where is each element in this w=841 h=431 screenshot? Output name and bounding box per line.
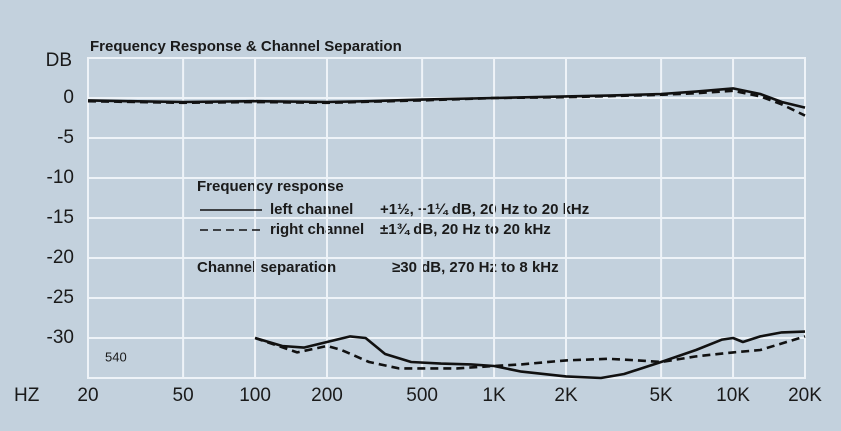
x-tick-label: 100 [239,385,271,406]
y-tick-label: -5 [57,127,74,148]
y-tick-label: -15 [47,207,74,228]
y-tick-label: -10 [47,167,74,188]
y-tick-label: 0 [63,87,74,108]
x-axis-label: HZ [14,385,40,406]
note: 540 [105,349,127,364]
x-tick-label: 20 [77,385,98,406]
legend-label: left channel [270,201,353,218]
line [254,330,806,380]
x-tick-label: 1K [482,385,506,406]
x-tick-label: 500 [406,385,438,406]
legend-spec: +1½, −1¼ dB, 20 Hz to 20 kHz [380,201,589,218]
x-tick-label: 2K [554,385,578,406]
x-tick-label: 5K [649,385,673,406]
x-tick-label: 10K [716,385,750,406]
y-tick-label: -30 [47,327,74,348]
legend-label: right channel [270,221,364,238]
separation-label: Channel separation [197,259,336,276]
legend-spec: ±1¾ dB, 20 Hz to 20 kHz [380,221,551,238]
y-axis-label: DB [46,50,72,71]
y-tick-label: -20 [47,247,74,268]
x-tick-label: 50 [173,385,194,406]
line [254,335,806,370]
separation-spec: ≥30 dB, 270 Hz to 8 kHz [392,259,559,276]
x-tick-label: 20K [788,385,822,406]
y-tick-label: -25 [47,287,74,308]
x-tick-label: 200 [311,385,343,406]
chart-title: Frequency Response & Channel Separation [90,38,402,55]
legend-title: Frequency response [197,178,344,195]
